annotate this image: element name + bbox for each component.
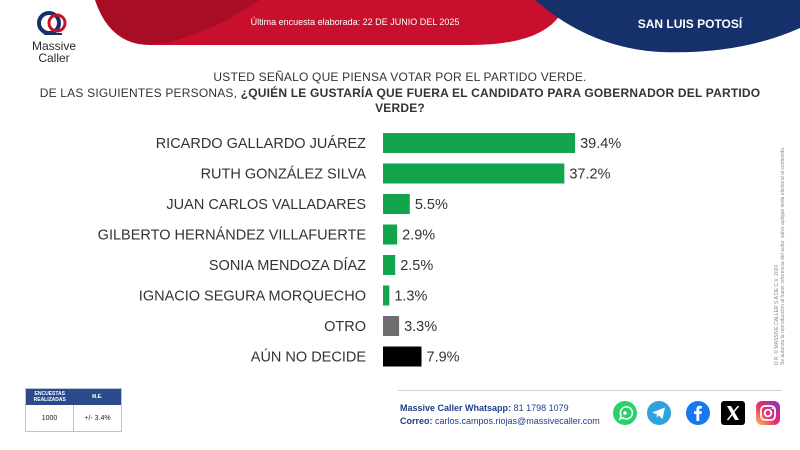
category-label: JUAN CARLOS VALLADARES bbox=[166, 197, 366, 213]
header-banner bbox=[95, 0, 800, 53]
bar bbox=[383, 316, 400, 336]
value-label: 39.4% bbox=[580, 136, 621, 152]
value-label: 37.2% bbox=[569, 167, 610, 183]
email-label: Correo: bbox=[400, 416, 433, 426]
category-label: RUTH GONZÁLEZ SILVA bbox=[201, 166, 367, 183]
category-label: OTRO bbox=[324, 319, 366, 335]
whatsapp-icon[interactable] bbox=[612, 400, 638, 426]
bar bbox=[383, 346, 422, 367]
logo-text-line1: Massive bbox=[31, 39, 76, 53]
facebook-icon[interactable] bbox=[685, 400, 711, 426]
logo-mark-icon bbox=[37, 11, 67, 35]
whatsapp-label: Massive Caller Whatsapp: bbox=[400, 403, 512, 413]
last-survey-date: Última encuesta elaborada: 22 DE JUNIO D… bbox=[250, 17, 460, 27]
email-address[interactable]: carlos.campos.riojas@massivecaller.com bbox=[435, 416, 600, 426]
value-label: 2.9% bbox=[402, 228, 435, 244]
whatsapp-contact: Massive Caller Whatsapp: 81 1798 1079 bbox=[400, 403, 569, 413]
banner-navy-shape bbox=[535, 0, 800, 53]
whatsapp-number[interactable]: 81 1798 1079 bbox=[513, 403, 569, 413]
footer-divider bbox=[398, 390, 782, 391]
question-prefix: DE LAS SIGUIENTES PERSONAS, bbox=[39, 86, 241, 100]
value-label: 3.3% bbox=[404, 319, 437, 335]
category-label: IGNACIO SEGURA MORQUECHO bbox=[139, 289, 366, 305]
bar bbox=[383, 285, 390, 306]
table-value-me: +/- 3.4% bbox=[84, 414, 111, 422]
question-line2: DE LAS SIGUIENTES PERSONAS, ¿QUIÉN LE GU… bbox=[30, 86, 770, 116]
bar bbox=[383, 194, 410, 214]
copyright-note: D.R. © MASSIVE CALLER S.A DE C.V. 2024 S… bbox=[774, 85, 786, 365]
email-contact: Correo: carlos.campos.riojas@massivecall… bbox=[400, 416, 600, 426]
candidate-bar-chart: RICARDO GALLARDO JUÁREZ 39.4% RUTH GONZÁLE… bbox=[98, 133, 621, 367]
logo-text-line2: Caller bbox=[38, 51, 70, 65]
survey-info-table: ENCUESTAS REALIZADAS M.E. 1000 +/- 3.4% bbox=[25, 388, 122, 432]
bar bbox=[383, 133, 576, 153]
category-label: RICARDO GALLARDO JUÁREZ bbox=[156, 135, 366, 152]
question-bold: ¿QUIÉN LE GUSTARÍA QUE FUERA EL CANDIDAT… bbox=[240, 86, 761, 115]
category-label: SONIA MENDOZA DÍAZ bbox=[209, 257, 366, 274]
bar bbox=[383, 163, 565, 184]
category-label: AÚN NO DECIDE bbox=[251, 349, 367, 366]
question-line1: USTED SEÑALO QUE PIENSA VOTAR POR EL PAR… bbox=[213, 70, 587, 84]
value-label: 7.9% bbox=[427, 350, 460, 366]
copyright-line2: Se autoriza la reproducción al hacer ref… bbox=[780, 146, 786, 365]
massive-caller-logo: Massive Caller bbox=[14, 6, 94, 65]
value-label: 1.3% bbox=[394, 289, 427, 305]
bar bbox=[383, 255, 396, 275]
banner-red-dark bbox=[95, 0, 260, 45]
instagram-icon[interactable] bbox=[755, 400, 781, 426]
table-header-me: M.E. bbox=[92, 394, 103, 400]
telegram-icon[interactable] bbox=[646, 400, 672, 426]
x-icon[interactable] bbox=[720, 400, 746, 426]
category-label: GILBERTO HERNÁNDEZ VILLAFUERTE bbox=[98, 227, 367, 244]
table-value-surveys: 1000 bbox=[26, 405, 74, 431]
bar bbox=[383, 224, 398, 245]
value-label: 2.5% bbox=[400, 258, 433, 274]
state-name: SAN LUIS POTOSÍ bbox=[637, 17, 743, 31]
table-header-surveys: ENCUESTAS REALIZADAS bbox=[33, 391, 66, 403]
value-label: 5.5% bbox=[415, 197, 448, 213]
